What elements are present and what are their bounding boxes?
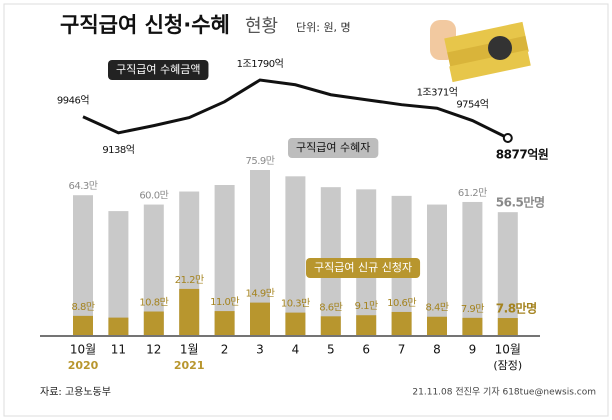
source: 자료: 고용노동부 [40, 386, 111, 398]
legend-item: 구직급여 수혜자 [288, 138, 379, 158]
x-tick-label: 10월 [495, 343, 521, 357]
line-value-label: 1조371억 [417, 86, 458, 98]
recipient-bar [285, 176, 306, 335]
value-label: 10.8만 [139, 297, 168, 309]
recipient-bar [143, 204, 164, 335]
x-tick-label: 8 [433, 343, 441, 357]
applicant-bar [391, 311, 412, 335]
value-label: 64.3만 [69, 180, 98, 192]
x-tick-label: 4 [292, 343, 300, 357]
x-tick-label: 1월 [180, 343, 199, 357]
chart-subtitle: 현황 [245, 16, 278, 37]
legend-item: 구직급여 신규 신청자 [306, 258, 421, 278]
recipient-bar [73, 195, 93, 335]
x-tick-label: 11 [111, 343, 126, 357]
legend-label: 구직급여 수혜금액 [116, 63, 200, 76]
legend-box [288, 138, 379, 158]
unit-note: 단위: 원, 명 [296, 21, 351, 34]
value-label: 60.0만 [139, 190, 168, 202]
line-value-label: 8877억원 [496, 148, 548, 162]
recipient-bar [214, 185, 235, 335]
value-label: 75.9만 [246, 155, 275, 167]
value-label: 8.4만 [425, 302, 448, 314]
value-label: 11.0만 [210, 296, 239, 308]
line-value-label: 9754억 [456, 99, 488, 111]
recipient-bar [108, 211, 129, 335]
applicant-bar [250, 302, 270, 335]
x-tick-label: 7 [398, 343, 406, 357]
line-value-label: 9138억 [102, 144, 134, 156]
recipient-bar [250, 170, 270, 335]
legend-label: 구직급여 수혜자 [296, 141, 370, 154]
x-tick-label: 12 [146, 343, 161, 357]
x-tick-label: 3 [256, 343, 264, 357]
x-tick-label: 2 [221, 343, 229, 357]
value-label: 8.6만 [319, 301, 342, 313]
applicant-bar [214, 311, 235, 335]
value-label: 21.2만 [175, 274, 204, 286]
money-icon [430, 20, 531, 83]
value-label: 9.1만 [355, 300, 378, 312]
applicant-bar [73, 315, 93, 335]
legend-box [306, 258, 421, 278]
x-tick-label: 9 [469, 343, 477, 357]
value-label: 10.6만 [387, 297, 416, 309]
x-tick-label: 10월 [70, 343, 96, 357]
recipient-bar [497, 212, 518, 335]
applicant-bar [462, 317, 483, 335]
x-sublabel: 2020 [68, 359, 99, 372]
applicant-bar [179, 288, 200, 335]
applicant-bar [356, 315, 377, 335]
value-label: 61.2만 [458, 187, 487, 199]
applicant-bar [427, 316, 447, 335]
end-point [502, 133, 513, 143]
credit: 21.11.08 전진우 기자 618tue@newsis.com [412, 387, 596, 398]
x-tick-label: 5 [327, 343, 335, 357]
applicant-bar [143, 311, 164, 335]
value-label: 56.5만명 [496, 195, 545, 210]
legend-label: 구직급여 신규 신청자 [314, 261, 412, 274]
legend-item: 구직급여 수혜금액 [108, 60, 209, 80]
applicant-bar [497, 318, 518, 335]
recipient-bar [462, 201, 483, 335]
value-label: 8.8만 [71, 301, 94, 313]
applicant-bar [108, 317, 129, 335]
value-label: 14.9만 [246, 288, 275, 300]
recipient-bar [427, 204, 447, 335]
value-label: 10.3만 [281, 298, 310, 310]
applicant-bar [320, 316, 341, 335]
amount-line [82, 78, 509, 140]
x-sublabel: (잠정) [493, 359, 522, 372]
value-label: 7.9만 [461, 303, 484, 315]
frame [3, 3, 609, 417]
x-sublabel: 2021 [174, 359, 205, 372]
line-value-label: 1조1790억 [237, 58, 284, 70]
applicant-bar [285, 312, 306, 335]
value-label: 7.8만명 [496, 301, 537, 316]
chart-title: 구직급여 신청·수혜 [60, 13, 230, 37]
legend-box [108, 60, 209, 80]
line-value-label: 9946억 [57, 95, 89, 107]
x-tick-label: 6 [362, 343, 370, 357]
